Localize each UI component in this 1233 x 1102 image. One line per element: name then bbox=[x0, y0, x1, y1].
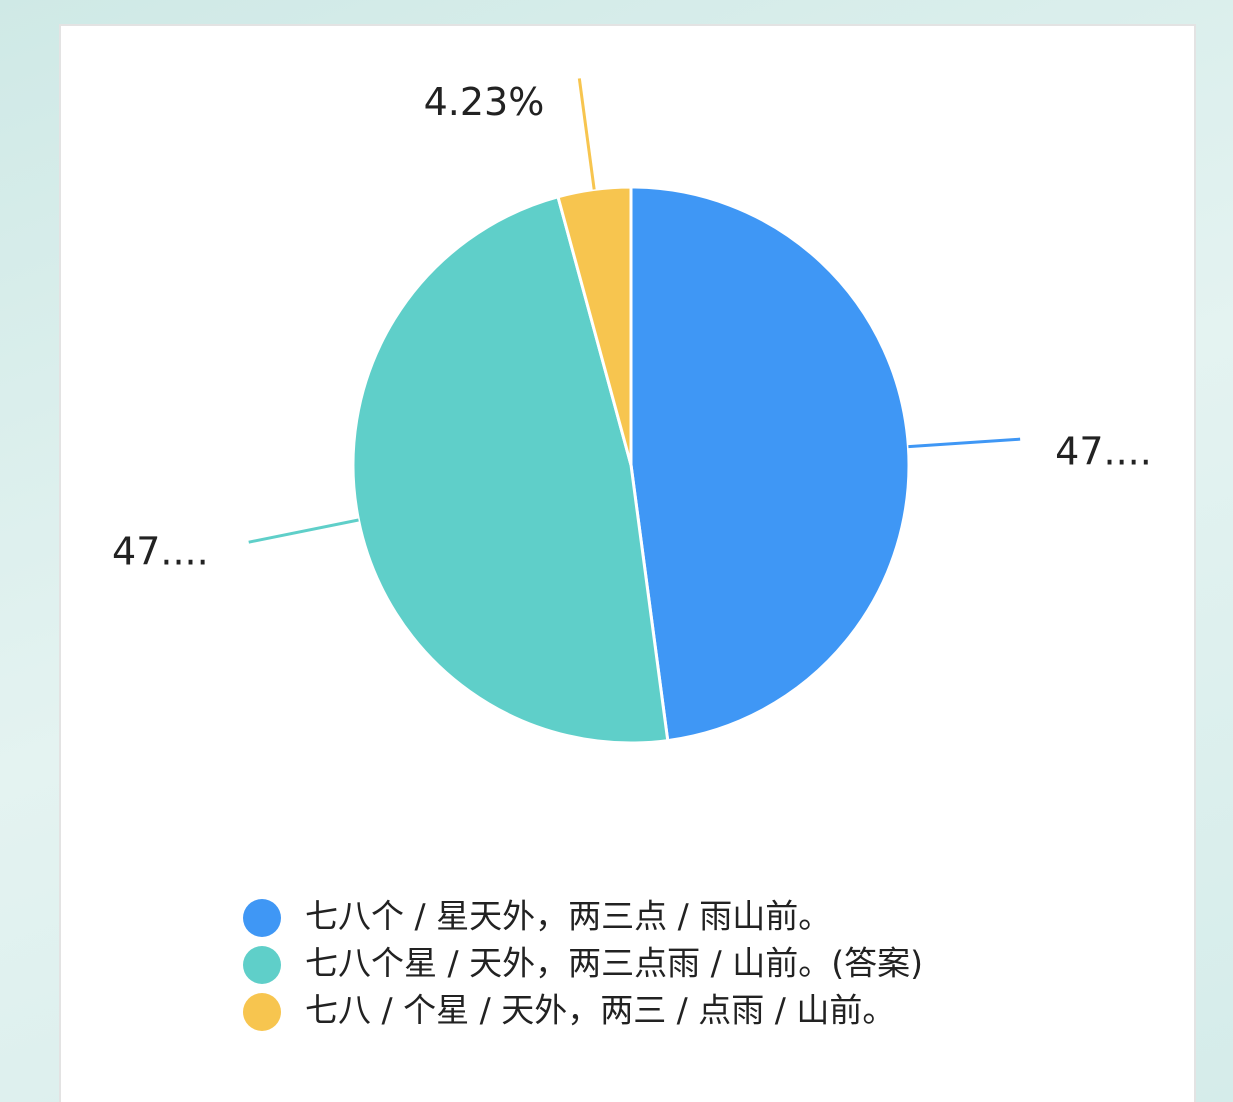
pie-slice bbox=[629, 185, 911, 743]
legend-marker bbox=[243, 899, 281, 937]
legend-label: 七八 / 个星 / 天外，两三 / 点雨 / 山前。 bbox=[305, 991, 895, 1030]
data-label: 47.... bbox=[1055, 430, 1152, 474]
leader-line bbox=[577, 78, 596, 190]
legend-marker bbox=[243, 946, 281, 984]
data-label: 4.23% bbox=[424, 80, 545, 124]
legend-label: 七八个 / 星天外，两三点 / 雨山前。 bbox=[305, 897, 831, 936]
leader-line bbox=[248, 518, 359, 544]
data-label: 47.... bbox=[112, 530, 209, 574]
legend-marker bbox=[243, 993, 281, 1031]
pie-slice bbox=[351, 194, 670, 745]
legend-label: 七八个星 / 天外，两三点雨 / 山前。(答案) bbox=[305, 944, 923, 983]
leader-line bbox=[908, 437, 1021, 449]
